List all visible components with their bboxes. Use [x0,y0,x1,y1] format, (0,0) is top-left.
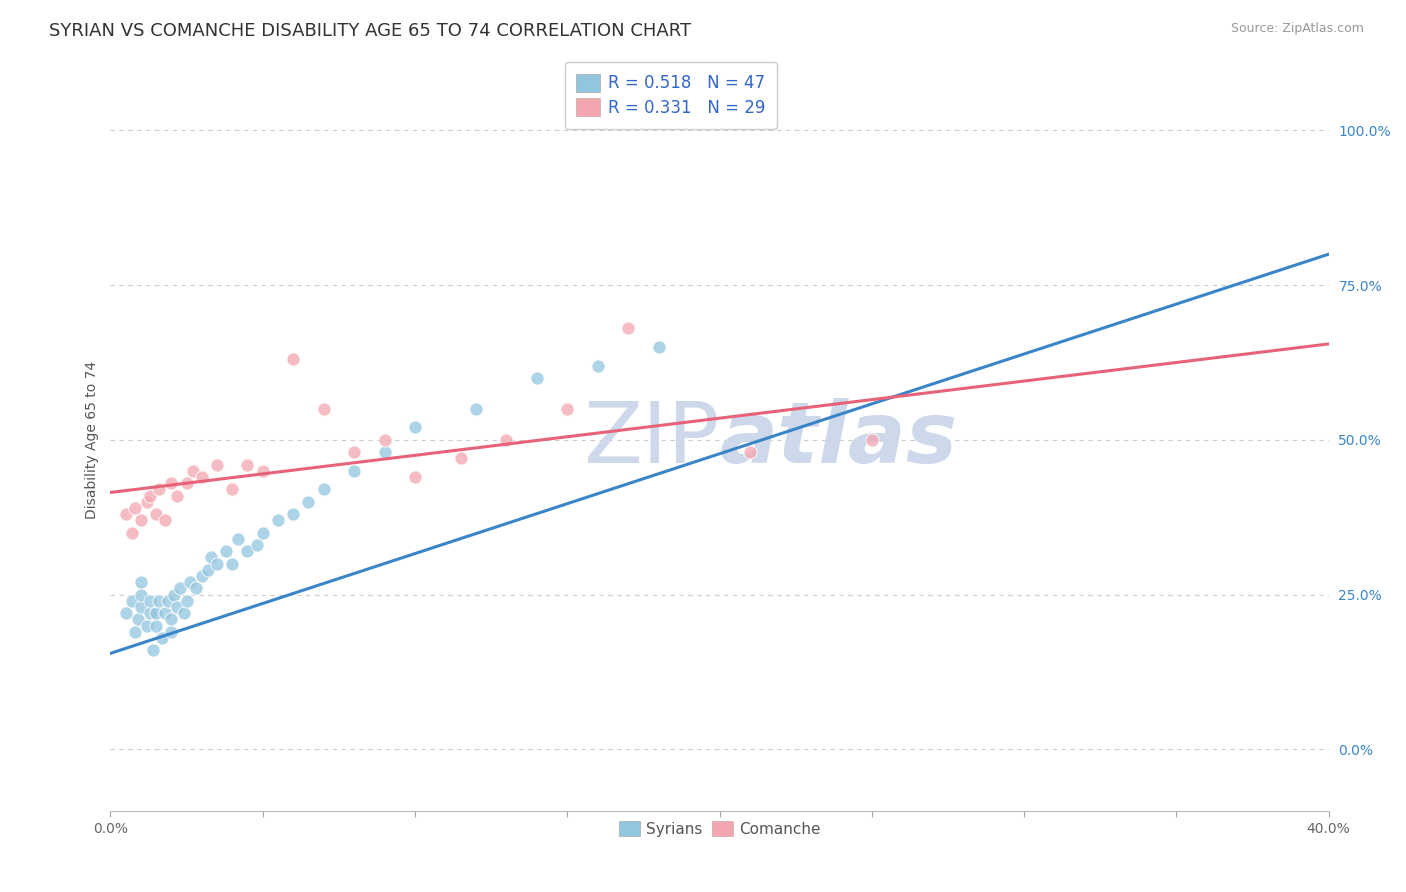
Point [191,569,214,583]
Point [236,544,259,558]
Point [121,525,143,540]
Point [160,612,183,626]
Point [197,563,219,577]
Point [205,458,228,472]
Point [129,599,152,614]
Point [169,582,191,596]
Point [166,599,188,614]
Point [139,489,162,503]
Point [373,433,395,447]
Point [464,401,486,416]
Text: atlas: atlas [720,399,957,482]
Point [343,445,366,459]
Point [150,631,173,645]
Point [124,624,146,639]
Point [129,575,152,590]
Point [139,593,162,607]
Point [252,464,274,478]
Point [160,624,183,639]
Point [281,352,304,367]
Point [121,593,143,607]
Point [312,483,335,497]
Point [343,464,366,478]
Point [148,593,170,607]
Point [312,401,335,416]
Point [647,340,669,354]
Point [155,606,177,620]
Point [215,544,238,558]
Point [145,606,167,620]
Point [142,643,165,657]
Point [586,359,609,373]
Point [860,433,883,447]
Point [404,470,426,484]
Point [160,476,183,491]
Point [526,371,548,385]
Point [252,525,274,540]
Point [114,507,136,521]
Point [617,321,640,335]
Point [114,606,136,620]
Point [555,401,578,416]
Point [176,593,198,607]
Point [450,451,472,466]
Point [136,494,159,508]
Point [228,532,250,546]
Point [163,588,186,602]
Text: SYRIAN VS COMANCHE DISABILITY AGE 65 TO 74 CORRELATION CHART: SYRIAN VS COMANCHE DISABILITY AGE 65 TO … [49,22,692,40]
Legend: Syrians, Comanche: Syrians, Comanche [610,814,828,845]
Point [236,458,259,472]
Point [124,500,146,515]
Point [297,494,319,508]
Point [148,483,170,497]
Point [181,464,204,478]
Point [179,575,201,590]
Point [495,433,517,447]
Point [373,445,395,459]
Point [127,612,149,626]
Point [221,483,243,497]
Point [139,606,162,620]
Point [129,588,152,602]
Point [145,618,167,632]
Point [200,550,222,565]
Point [404,420,426,434]
Point [246,538,269,552]
Point [173,606,195,620]
Point [136,618,159,632]
Point [166,489,188,503]
Point [267,513,290,527]
Point [145,507,167,521]
Point [176,476,198,491]
Point [157,593,180,607]
Point [221,557,243,571]
Text: Source: ZipAtlas.com: Source: ZipAtlas.com [1230,22,1364,36]
Point [205,557,228,571]
Text: ZIP: ZIP [583,399,720,482]
Y-axis label: Disability Age 65 to 74: Disability Age 65 to 74 [86,360,100,519]
Point [129,513,152,527]
Point [738,445,761,459]
Point [281,507,304,521]
Point [191,470,214,484]
Point [155,513,177,527]
Point [184,582,207,596]
